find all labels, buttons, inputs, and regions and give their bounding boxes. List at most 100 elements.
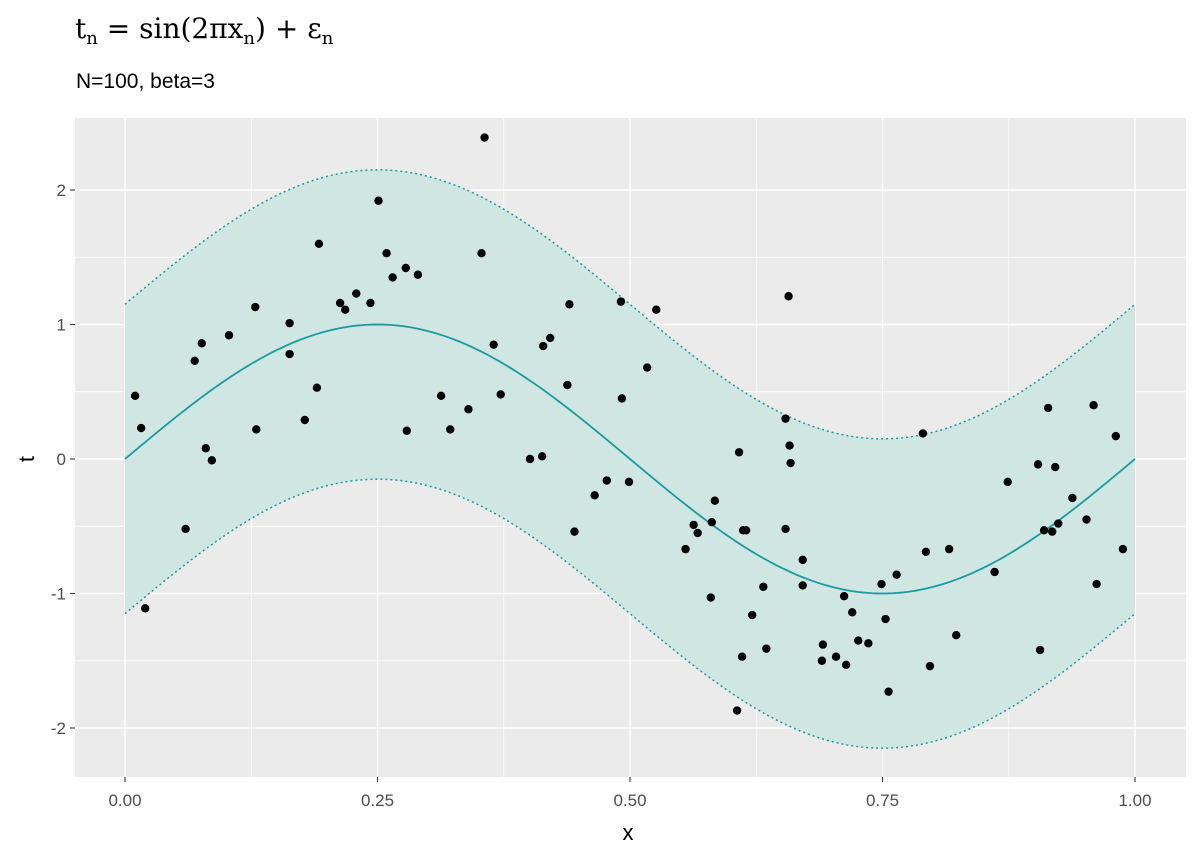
data-point [616,297,626,306]
data-point [285,318,294,328]
data-point [710,496,720,505]
y-axis-title: t [14,456,39,462]
data-point [207,456,217,465]
data-point [388,273,397,282]
data-point [877,579,886,589]
data-point [401,263,410,273]
data-point [707,518,717,527]
data-point [854,636,863,645]
mean-curve [124,323,1136,595]
data-point [130,391,140,400]
data-point [693,528,702,538]
data-point [201,444,210,453]
data-point [784,292,793,301]
data-point [312,383,322,392]
data-point [252,425,261,434]
data-point [340,305,350,314]
data-point [706,593,715,602]
x-tick-label: 0.75 [866,791,899,810]
y-tick-label: 2 [57,181,66,200]
data-point [300,415,309,425]
data-point [1003,477,1012,487]
data-point [681,544,690,554]
data-point [737,652,747,661]
data-point [785,441,794,450]
data-point [570,527,579,536]
data-point [762,644,771,653]
data-point [382,249,391,258]
data-point [1033,460,1043,469]
data-point [652,305,661,314]
data-point [1043,403,1053,413]
data-point [480,133,489,142]
data-point [748,610,757,620]
data-point [413,270,423,279]
data-point [1047,527,1057,536]
data-point [477,249,486,258]
lower-bound-line [124,478,1136,749]
data-point [818,640,828,649]
data-point [141,604,150,613]
upper-bound-line [124,169,1136,440]
data-point [781,414,790,423]
data-point [944,544,954,554]
data-point [537,452,547,461]
data-point [190,356,199,366]
y-tick-label: 0 [57,450,66,469]
chart-subtitle: N=100, beta=3 [76,70,215,93]
data-point [546,333,555,343]
y-axis-ticks: -2 -1 0 1 2 [51,181,75,738]
y-tick-label: -2 [51,719,66,738]
title-x-subscript: n [243,28,256,49]
y-tick-label: -1 [51,585,66,604]
data-point [1111,431,1121,441]
x-tick-label: 0.25 [361,791,394,810]
title-t: t [75,12,87,45]
data-point [563,380,572,390]
data-point [759,582,768,591]
data-point [642,363,652,372]
data-point [990,567,999,577]
data-point [689,520,698,530]
x-axis-title: x [623,820,634,845]
data-point [181,524,190,534]
x-tick-label: 0.00 [108,791,141,810]
data-point [841,660,851,669]
title-t-subscript: n [86,28,98,49]
y-tick-label: 1 [57,316,66,335]
data-point [1089,401,1098,410]
data-point [352,289,361,298]
data-point [224,331,234,340]
data-point [1039,526,1049,535]
data-point [251,302,260,312]
data-point [489,340,498,349]
data-point [817,656,827,665]
data-point [1082,515,1091,524]
chart-title: tn = sin(2πxn) + εn [75,12,333,49]
data-point [1092,579,1101,589]
data-point [884,687,893,696]
data-point [798,581,807,590]
data-point [314,239,324,248]
data-point [446,425,455,434]
data-point [734,448,744,457]
data-point [136,423,146,433]
data-point [921,547,931,557]
data-point [538,341,548,351]
data-point [786,458,795,468]
data-point [881,614,890,624]
data-point [864,639,873,648]
title-equation: = sin(2πx [97,12,244,45]
data-point [602,476,611,485]
data-points [130,133,1128,715]
data-point [839,591,849,601]
data-point [1054,519,1063,528]
title-epsilon-subscript: n [321,28,334,49]
data-point [848,608,857,617]
data-point [1118,544,1128,554]
data-point [496,390,505,399]
data-point [366,298,375,308]
data-point [918,429,928,438]
data-point [798,555,807,565]
